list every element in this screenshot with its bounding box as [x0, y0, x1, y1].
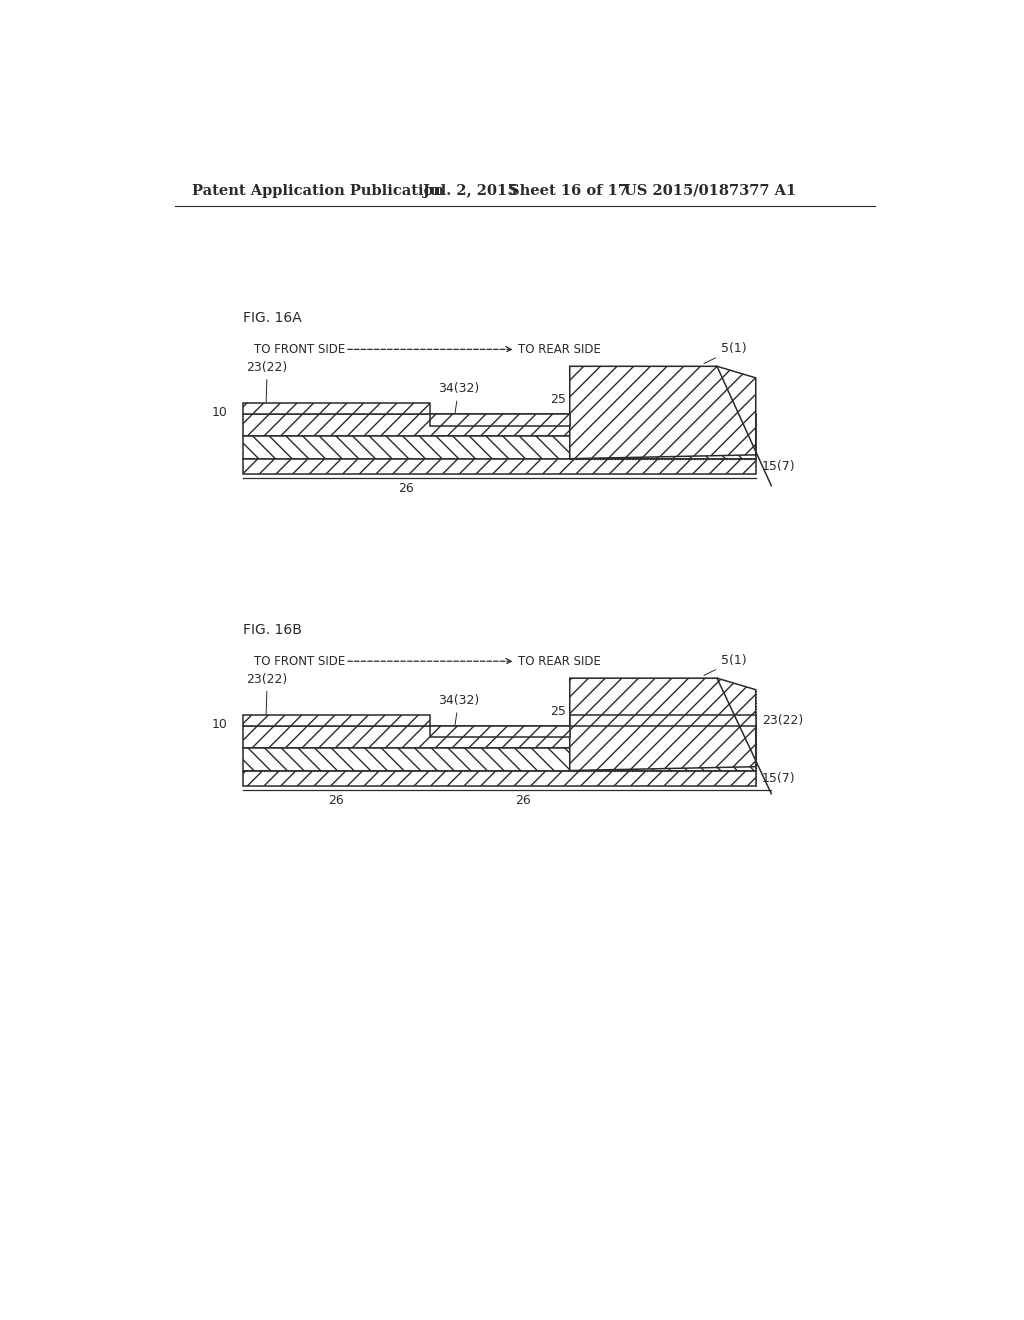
Text: TO REAR SIDE: TO REAR SIDE — [518, 655, 601, 668]
Bar — [243, 748, 756, 771]
Text: TO FRONT SIDE: TO FRONT SIDE — [254, 655, 345, 668]
Bar — [243, 404, 430, 414]
Text: 34(32): 34(32) — [438, 694, 479, 733]
Text: Sheet 16 of 17: Sheet 16 of 17 — [509, 183, 629, 198]
Text: 26: 26 — [515, 793, 531, 807]
Bar — [243, 771, 756, 785]
Text: 25: 25 — [550, 705, 566, 718]
Bar — [243, 726, 756, 748]
Text: US 2015/0187377 A1: US 2015/0187377 A1 — [624, 183, 797, 198]
Text: 15(7): 15(7) — [762, 459, 796, 473]
Text: FIG. 16A: FIG. 16A — [243, 312, 301, 326]
Bar — [430, 726, 569, 738]
Text: 26: 26 — [329, 793, 344, 807]
Bar — [243, 414, 756, 437]
Bar — [430, 414, 569, 425]
Bar — [243, 715, 430, 726]
Text: 23(22): 23(22) — [247, 673, 288, 718]
Bar — [243, 437, 756, 459]
Polygon shape — [569, 678, 756, 771]
Text: 23(22): 23(22) — [247, 360, 288, 405]
Text: Jul. 2, 2015: Jul. 2, 2015 — [423, 183, 517, 198]
Text: FIG. 16B: FIG. 16B — [243, 623, 302, 638]
Text: 23(22): 23(22) — [762, 714, 803, 727]
Text: 10: 10 — [211, 407, 227, 418]
Text: 15(7): 15(7) — [762, 772, 796, 785]
Text: 10: 10 — [211, 718, 227, 731]
Text: 26: 26 — [398, 482, 414, 495]
Bar — [243, 459, 756, 474]
Text: TO FRONT SIDE: TO FRONT SIDE — [254, 343, 345, 356]
Polygon shape — [569, 367, 756, 459]
Text: TO REAR SIDE: TO REAR SIDE — [518, 343, 601, 356]
Text: 25: 25 — [550, 393, 566, 407]
Bar — [569, 715, 756, 726]
Text: 34(32): 34(32) — [438, 383, 479, 421]
Text: Patent Application Publication: Patent Application Publication — [191, 183, 443, 198]
Text: 5(1): 5(1) — [703, 342, 746, 363]
Text: 5(1): 5(1) — [703, 655, 746, 676]
